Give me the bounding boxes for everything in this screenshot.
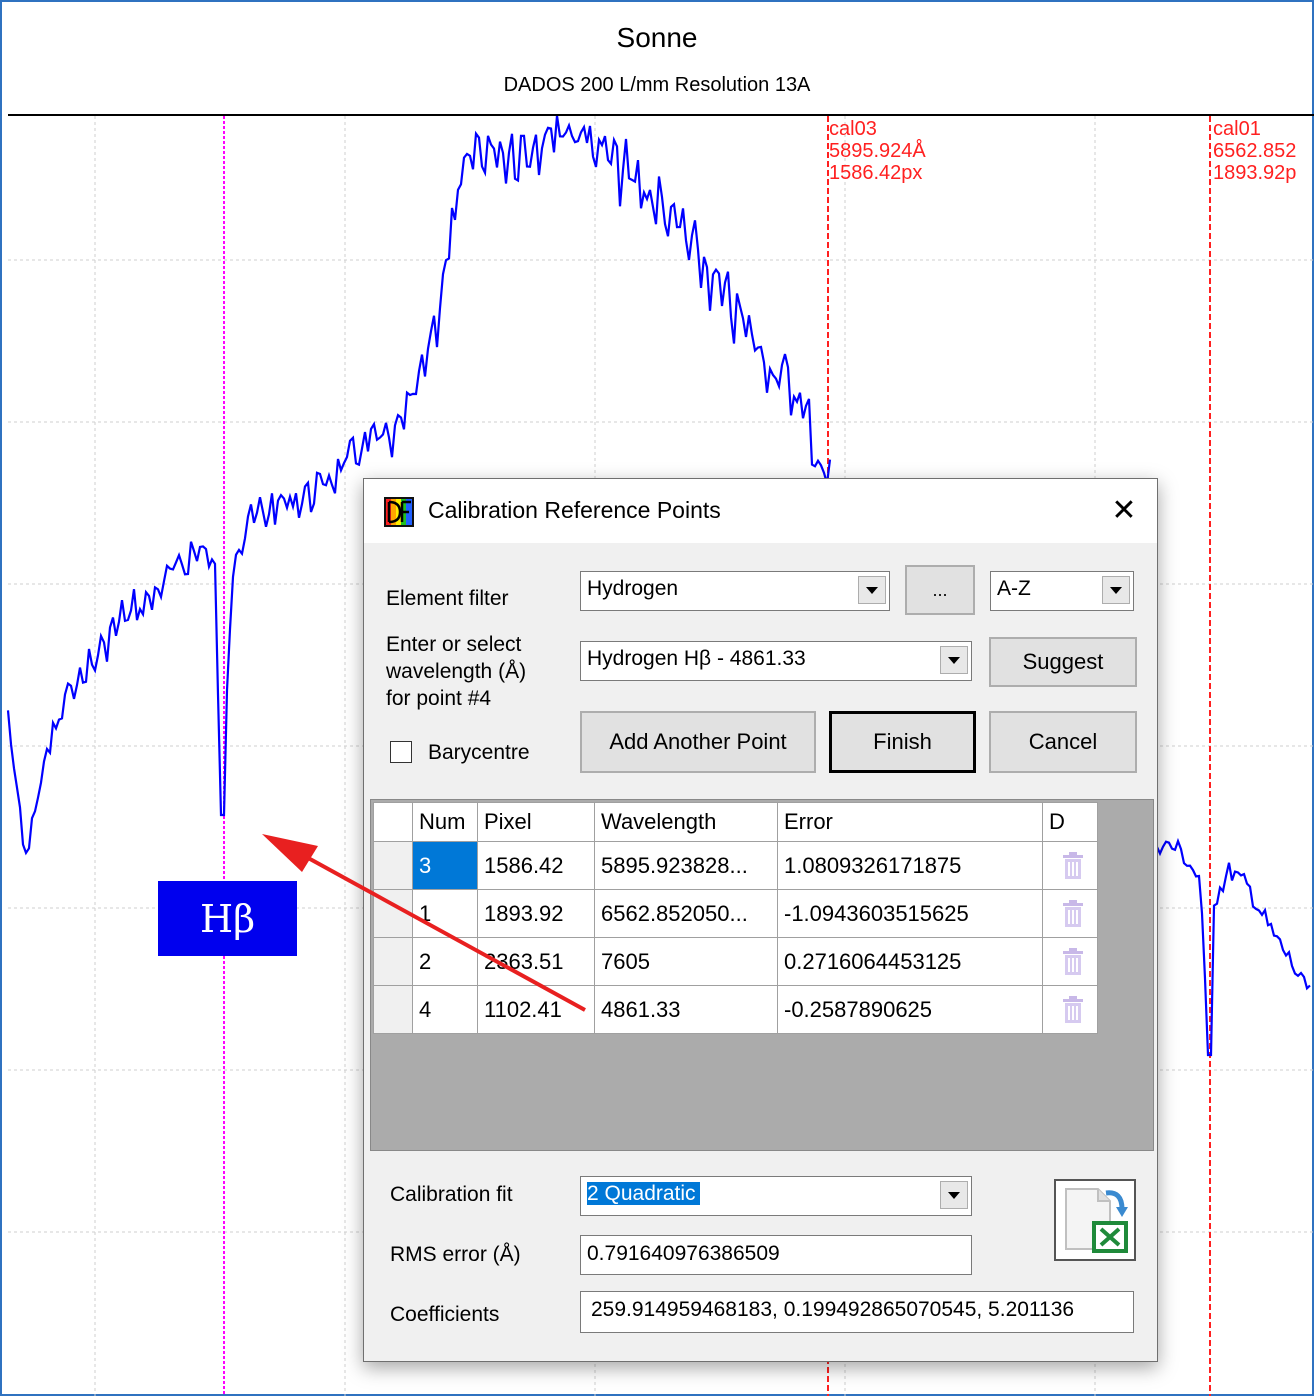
- cell-wavelength[interactable]: 5895.923828...: [594, 841, 778, 890]
- header-divider: [8, 114, 1314, 116]
- cell-pixel[interactable]: 2363.51: [477, 937, 595, 986]
- suggest-button[interactable]: Suggest: [989, 637, 1137, 687]
- table-row[interactable]: 4 1102.41 4861.33 -0.2587890625: [373, 985, 1098, 1034]
- cell-error[interactable]: -0.2587890625: [777, 985, 1043, 1034]
- row-header-corner: [373, 802, 413, 842]
- calibration-fit-label: Calibration fit: [390, 1183, 513, 1206]
- add-another-point-button[interactable]: Add Another Point: [580, 711, 816, 773]
- cell-pixel[interactable]: 1586.42: [477, 841, 595, 890]
- chart-subtitle: DADOS 200 L/mm Resolution 13A: [503, 74, 811, 96]
- row-selector[interactable]: [373, 937, 413, 986]
- coefficients-label: Coefficients: [390, 1303, 500, 1326]
- cell-num[interactable]: 4: [412, 985, 478, 1034]
- table-header-row: Num Pixel Wavelength Error D: [373, 802, 1098, 842]
- cell-num[interactable]: 2: [412, 937, 478, 986]
- marker-label-cal03: cal03 5895.924Å 1586.42px: [829, 118, 926, 184]
- barycentre-checkbox[interactable]: [390, 741, 412, 763]
- table-row[interactable]: 3 1586.42 5895.923828... 1.0809326171875: [373, 841, 1098, 890]
- close-icon[interactable]: ✕: [1111, 494, 1137, 527]
- cell-num[interactable]: 3: [412, 841, 478, 890]
- cell-wavelength[interactable]: 4861.33: [594, 985, 778, 1034]
- col-header-pixel[interactable]: Pixel: [477, 802, 595, 842]
- dialog-title: Calibration Reference Points: [428, 497, 721, 523]
- rms-error-label: RMS error (Å): [390, 1243, 521, 1266]
- calibration-fit-select[interactable]: 2 Quadratic: [580, 1176, 972, 1216]
- chevron-down-icon: [1102, 576, 1130, 604]
- table-row[interactable]: 2 2363.51 7605 0.2716064453125: [373, 937, 1098, 986]
- dialog-titlebar: Calibration Reference Points ✕: [364, 479, 1157, 543]
- chart-title: Sonne: [616, 22, 698, 53]
- wavelength-label: Enter or select wavelength (Å) for point…: [386, 633, 527, 710]
- cell-error[interactable]: 0.2716064453125: [777, 937, 1043, 986]
- spectrum-line-right: [1155, 837, 1311, 1057]
- coefficients-field[interactable]: 259.914959468183, 0.199492865070545, 5.2…: [580, 1291, 1134, 1333]
- trash-icon[interactable]: [1042, 937, 1098, 986]
- element-filter-label: Element filter: [386, 587, 509, 610]
- calibration-dialog: Calibration Reference Points ✕ Element f…: [363, 478, 1158, 1362]
- element-filter-select[interactable]: Hydrogen: [580, 571, 890, 611]
- more-button[interactable]: ...: [905, 565, 975, 615]
- cell-wavelength[interactable]: 6562.852050...: [594, 889, 778, 938]
- export-excel-button[interactable]: [1054, 1179, 1136, 1261]
- calibration-table: Num Pixel Wavelength Error D 3 1586.42 5…: [373, 802, 1098, 1034]
- barycentre-label: Barycentre: [428, 741, 530, 764]
- col-header-delete[interactable]: D: [1042, 802, 1098, 842]
- col-header-wavelength[interactable]: Wavelength: [594, 802, 778, 842]
- cell-num[interactable]: 1: [412, 889, 478, 938]
- chevron-down-icon: [940, 646, 968, 674]
- cell-error[interactable]: -1.0943603515625: [777, 889, 1043, 938]
- trash-icon[interactable]: [1042, 985, 1098, 1034]
- calibration-points-grid: Num Pixel Wavelength Error D 3 1586.42 5…: [370, 799, 1154, 1151]
- marker-label-cal01: cal01 6562.852 1893.92p: [1213, 118, 1297, 184]
- hbeta-annotation: Hβ: [158, 881, 297, 956]
- chevron-down-icon: [940, 1181, 968, 1209]
- cell-wavelength[interactable]: 7605: [594, 937, 778, 986]
- chevron-down-icon: [858, 576, 886, 604]
- trash-icon[interactable]: [1042, 889, 1098, 938]
- cell-pixel[interactable]: 1893.92: [477, 889, 595, 938]
- trash-icon[interactable]: [1042, 841, 1098, 890]
- col-header-error[interactable]: Error: [777, 802, 1043, 842]
- sort-select[interactable]: A-Z: [990, 571, 1134, 611]
- rms-error-field[interactable]: 0.791640976386509: [580, 1235, 972, 1275]
- app-icon: [384, 497, 414, 527]
- wavelength-select[interactable]: Hydrogen Hβ - 4861.33: [580, 641, 972, 681]
- col-header-num[interactable]: Num: [412, 802, 478, 842]
- excel-export-icon: [1065, 1188, 1128, 1253]
- table-row[interactable]: 1 1893.92 6562.852050... -1.094360351562…: [373, 889, 1098, 938]
- cell-error[interactable]: 1.0809326171875: [777, 841, 1043, 890]
- cancel-button[interactable]: Cancel: [989, 711, 1137, 773]
- cell-pixel[interactable]: 1102.41: [477, 985, 595, 1034]
- finish-button[interactable]: Finish: [829, 711, 976, 773]
- row-selector[interactable]: [373, 985, 413, 1034]
- row-selector[interactable]: [373, 889, 413, 938]
- spectrum-line: [6, 115, 832, 856]
- row-selector[interactable]: [373, 841, 413, 890]
